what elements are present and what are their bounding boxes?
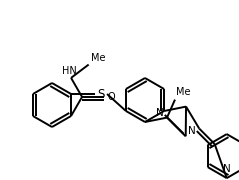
Text: N: N: [223, 164, 231, 174]
Text: S: S: [97, 87, 105, 100]
Text: Me: Me: [91, 53, 105, 63]
Text: N: N: [188, 126, 196, 136]
Text: O: O: [107, 92, 115, 102]
Text: HN: HN: [62, 66, 76, 76]
Text: Me: Me: [176, 87, 190, 97]
Text: N: N: [156, 108, 164, 118]
